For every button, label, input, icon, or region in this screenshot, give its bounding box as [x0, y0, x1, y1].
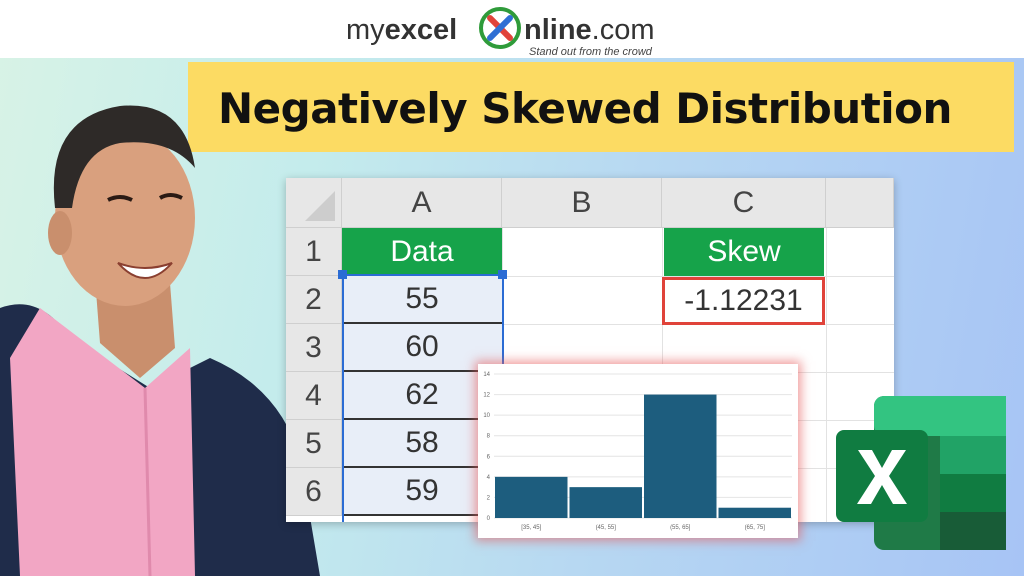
select-all-corner[interactable]: [286, 178, 342, 228]
y-tick-label: 4: [487, 475, 491, 481]
y-tick-label: 6: [487, 454, 491, 460]
row-header-5[interactable]: 5: [286, 420, 342, 468]
histogram-bar[interactable]: [644, 394, 717, 518]
cell-a6[interactable]: 59: [342, 468, 502, 516]
row-header-4[interactable]: 4: [286, 372, 342, 420]
cell-c1-skew-header[interactable]: Skew: [664, 228, 824, 276]
logo-text-left: myexcel: [346, 14, 458, 46]
column-header-c[interactable]: C: [662, 178, 826, 228]
x-tick-label: (55, 65]: [670, 525, 691, 531]
logo-tagline: Stand out from the crowd: [529, 46, 652, 58]
cell-a2[interactable]: 55: [342, 276, 502, 324]
row-header-2[interactable]: 2: [286, 276, 342, 324]
cell-a1-data-header[interactable]: Data: [342, 228, 502, 276]
row-header-1[interactable]: 1: [286, 228, 342, 276]
logo-text-right: nline.com: [524, 14, 655, 46]
x-tick-label: (45, 55]: [596, 525, 617, 531]
presenter-photo: [0, 105, 320, 576]
cell-a4[interactable]: 62: [342, 372, 502, 420]
column-header-b[interactable]: B: [502, 178, 662, 228]
row-header-3[interactable]: 3: [286, 324, 342, 372]
histogram-bar[interactable]: [495, 476, 568, 518]
histogram-bar[interactable]: [569, 487, 643, 518]
column-header-a[interactable]: A: [342, 178, 502, 228]
excel-logo-icon: [836, 396, 1006, 550]
myexcelonline-x-icon: [479, 7, 521, 49]
row-header-6[interactable]: 6: [286, 468, 342, 516]
cell-c2-skew-value[interactable]: -1.12231: [662, 277, 825, 325]
cell-a5[interactable]: 58: [342, 420, 502, 468]
header-bar: myexcel nline.com Stand out from the cro…: [0, 0, 1024, 58]
title-banner: [188, 62, 1014, 152]
page-title: Negatively Skewed Distribution: [218, 84, 952, 133]
x-tick-label: (65, 75]: [745, 525, 766, 531]
y-tick-label: 12: [483, 393, 490, 399]
histogram-chart[interactable]: 0 2 4 6 8 10 12 14 [35, 45] (45, 55] (55, 65] (65, …: [478, 364, 798, 538]
y-tick-label: 8: [487, 434, 491, 440]
cell-a3[interactable]: 60: [342, 324, 502, 372]
histogram-svg: 0 2 4 6 8 10 12 14 [35, 45] (45, 55] (55, 65] (65, …: [483, 372, 792, 531]
y-tick-label: 2: [487, 495, 491, 501]
column-header-d[interactable]: [826, 178, 894, 228]
y-tick-label: 10: [483, 413, 490, 419]
selection-handle[interactable]: [338, 270, 347, 279]
x-tick-label: [35, 45]: [521, 525, 541, 531]
y-tick-label: 0: [487, 516, 491, 522]
y-tick-label: 14: [483, 372, 490, 378]
selection-handle[interactable]: [498, 270, 507, 279]
histogram-bar[interactable]: [718, 507, 792, 518]
